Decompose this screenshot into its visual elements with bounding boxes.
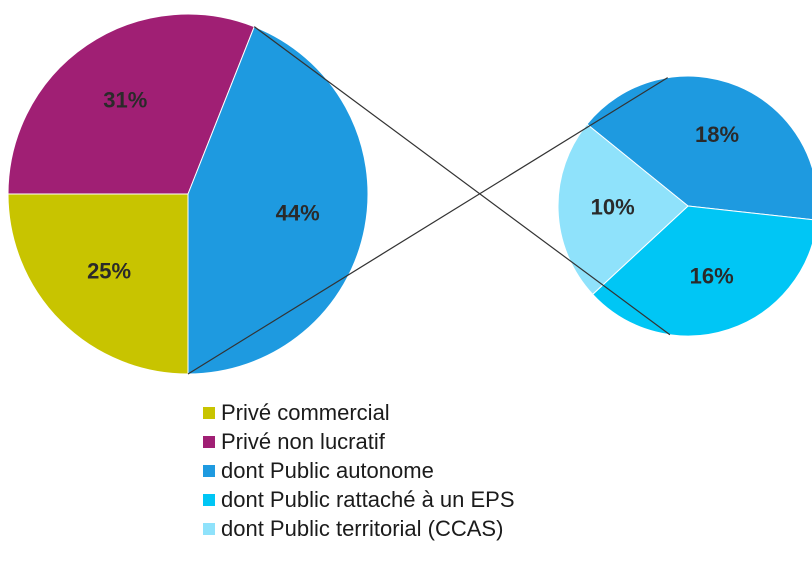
legend-item-public-territorial-ccas: dont Public territorial (CCAS) (203, 514, 663, 543)
detail-pie-slice-territorial-ccas (557, 123, 689, 296)
legend-item-public-rattache-eps: dont Public rattaché à un EPS (203, 485, 663, 514)
legend-label-prive-non-lucratif: Privé non lucratif (221, 428, 385, 454)
legend-swatch-prive-commercial (203, 406, 215, 419)
detail-pie-label-autonome: 18% (695, 122, 739, 147)
legend: Privé commercial Privé non lucratif dont… (203, 398, 663, 543)
legend-swatch-public-territorial-ccas (203, 522, 215, 535)
detail-pie-label-rattache-eps: 16% (690, 263, 734, 288)
connector-line-top (187, 77, 668, 375)
detail-pie-slice-rattache-eps (591, 205, 812, 337)
legend-swatch-public-autonome (203, 464, 215, 477)
main-pie-slice-commercial (7, 193, 189, 375)
main-pie-label-non-lucratif: 31% (103, 88, 147, 113)
main-pie-label-public: 44% (276, 201, 320, 226)
legend-item-prive-non-lucratif: Privé non lucratif (203, 427, 663, 456)
main-pie-slice-public (187, 25, 369, 375)
legend-label-public-rattache-eps: dont Public rattaché à un EPS (221, 486, 515, 512)
detail-pie-label-territorial-ccas: 10% (591, 194, 635, 219)
legend-swatch-prive-non-lucratif (203, 435, 215, 448)
legend-label-prive-commercial: Privé commercial (221, 399, 390, 425)
legend-item-prive-commercial: Privé commercial (203, 398, 663, 427)
main-pie-slice-non-lucratif (7, 13, 255, 195)
legend-item-public-autonome: dont Public autonome (203, 456, 663, 485)
legend-label-public-territorial-ccas: dont Public territorial (CCAS) (221, 515, 504, 541)
connector-line-bottom (253, 26, 671, 336)
main-pie-label-commercial: 25% (87, 259, 131, 284)
detail-pie-slice-autonome (586, 75, 812, 221)
legend-swatch-public-rattache-eps (203, 493, 215, 506)
legend-label-public-autonome: dont Public autonome (221, 457, 434, 483)
